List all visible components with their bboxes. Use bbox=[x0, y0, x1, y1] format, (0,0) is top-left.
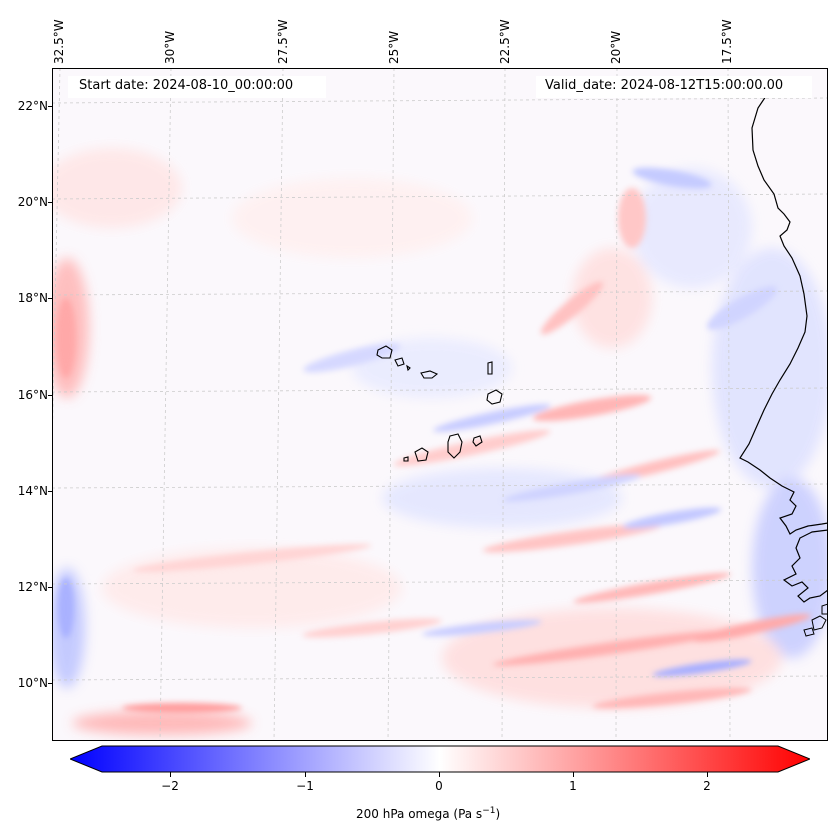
island-fogo bbox=[414, 447, 429, 462]
ytick-22n bbox=[48, 106, 53, 107]
colorbar-title-text: 200 hPa omega (Pa s bbox=[356, 807, 483, 821]
map-frame bbox=[52, 68, 828, 741]
graticule bbox=[52, 68, 828, 741]
cb-label-1: 1 bbox=[569, 779, 577, 793]
cb-label-m2: −2 bbox=[161, 779, 179, 793]
coastal-islands bbox=[803, 603, 828, 637]
cb-tick-m1 bbox=[305, 772, 306, 777]
ytick-12n bbox=[48, 587, 53, 588]
cb-tick-2 bbox=[707, 772, 708, 777]
colorbar-body bbox=[70, 745, 810, 773]
ytick-20n bbox=[48, 202, 53, 203]
cb-tick-0 bbox=[439, 772, 440, 777]
ytick-14n bbox=[48, 491, 53, 492]
valid-date-text: Valid_date: 2024-08-12T15:00:00.00 bbox=[545, 78, 784, 93]
lat-label-10n: 10°N bbox=[17, 676, 48, 690]
omega-field-streaks bbox=[56, 167, 811, 713]
island-maio bbox=[472, 435, 483, 447]
ytick-10n bbox=[48, 683, 53, 684]
lat-label-12n: 12°N bbox=[17, 580, 48, 594]
island-santo-antao bbox=[376, 345, 393, 359]
island-sao-vicente bbox=[394, 357, 405, 367]
lon-label-30w: 30°W bbox=[163, 30, 177, 64]
lat-label-18n: 18°N bbox=[17, 291, 48, 305]
cb-label-m1: −1 bbox=[296, 779, 314, 793]
colorbar bbox=[70, 745, 810, 773]
island-boa-vista bbox=[486, 389, 503, 405]
lat-label-14n: 14°N bbox=[17, 484, 48, 498]
lat-label-22n: 22°N bbox=[17, 99, 48, 113]
guinea-coastline bbox=[782, 529, 828, 603]
island-santiago bbox=[447, 433, 463, 459]
valid-date-box bbox=[536, 76, 812, 98]
lon-label-17-5w: 17.5°W bbox=[720, 19, 734, 64]
lon-label-27-5w: 27.5°W bbox=[276, 19, 290, 64]
lat-label-16n: 16°N bbox=[17, 388, 48, 402]
colorbar-title-end: ) bbox=[495, 807, 501, 821]
africa-coastline bbox=[739, 89, 828, 535]
lon-label-25w: 25°W bbox=[387, 30, 401, 64]
island-sao-nicolau bbox=[420, 370, 439, 379]
ytick-16n bbox=[48, 395, 53, 396]
cb-tick-1 bbox=[573, 772, 574, 777]
cb-label-0: 0 bbox=[435, 779, 443, 793]
island-brava bbox=[403, 456, 409, 462]
cape-verde-islands bbox=[376, 345, 503, 462]
cb-label-2: 2 bbox=[703, 779, 711, 793]
colorbar-title-sup: −1 bbox=[482, 806, 496, 816]
ytick-18n bbox=[48, 298, 53, 299]
lon-label-32-5w: 32.5°W bbox=[52, 19, 66, 64]
lat-label-20n: 20°N bbox=[17, 195, 48, 209]
start-date-text: Start date: 2024-08-10_00:00:00 bbox=[79, 78, 294, 93]
island-santa-luzia bbox=[406, 364, 411, 372]
island-sal bbox=[487, 361, 493, 375]
lon-label-20w: 20°W bbox=[609, 30, 623, 64]
colorbar-title: 200 hPa omega (Pa s−1) bbox=[356, 806, 500, 821]
cb-tick-m2 bbox=[170, 772, 171, 777]
omega-map bbox=[52, 68, 828, 741]
lon-label-22-5w: 22.5°W bbox=[498, 19, 512, 64]
start-date-box bbox=[68, 76, 326, 98]
